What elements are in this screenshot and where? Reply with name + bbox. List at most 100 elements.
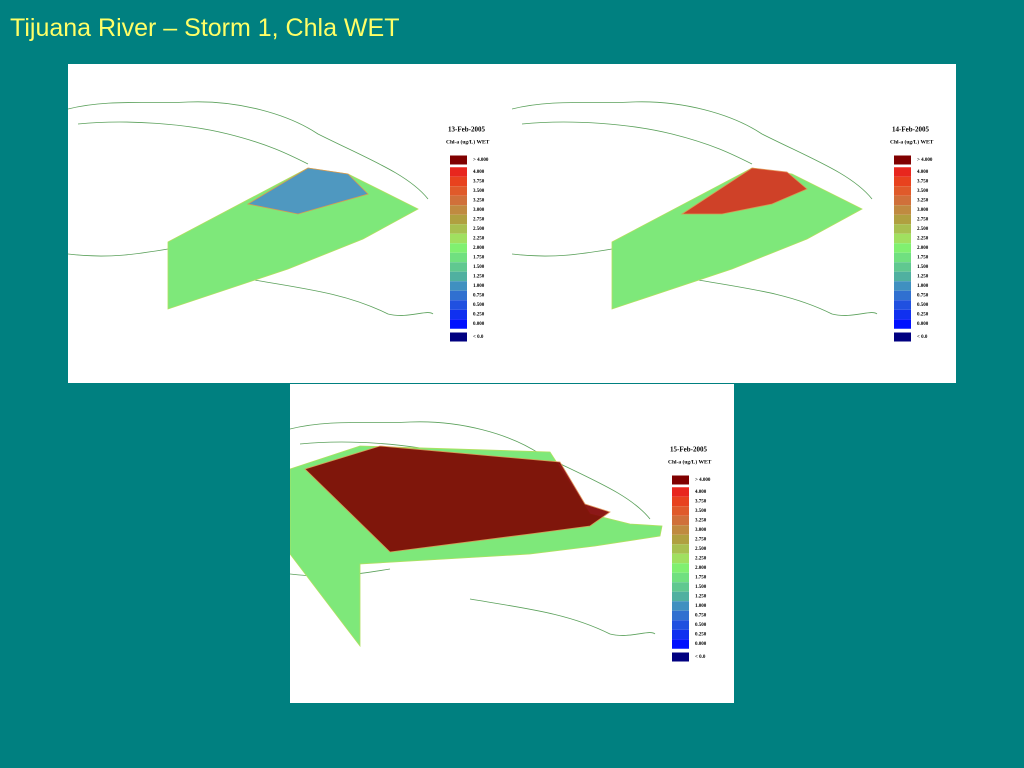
legend-label: 3.000 bbox=[695, 528, 707, 533]
legend-label: 2.000 bbox=[695, 566, 707, 571]
legend-swatch bbox=[450, 262, 467, 272]
legend-label: 3.250 bbox=[695, 519, 707, 524]
coastline bbox=[68, 101, 434, 316]
legend-swatch bbox=[450, 243, 467, 253]
legend-swatch bbox=[894, 290, 911, 301]
legend-swatch bbox=[672, 610, 689, 621]
legend-label: 0.250 bbox=[917, 313, 929, 318]
legend-swatch bbox=[672, 563, 689, 573]
legend-label: 2.250 bbox=[917, 237, 929, 242]
concentration-area bbox=[246, 167, 369, 215]
legend-title: Chl-a (ug/L) WET bbox=[890, 138, 934, 145]
legend-swatch bbox=[672, 487, 689, 497]
legend-label: 1.000 bbox=[917, 284, 929, 289]
coastline bbox=[512, 101, 878, 316]
legend-swatch bbox=[894, 300, 911, 310]
legend-swatch bbox=[450, 186, 467, 196]
legend-swatch bbox=[450, 309, 467, 320]
legend-label: 1.500 bbox=[473, 265, 485, 270]
legend-label: 0.250 bbox=[695, 633, 707, 638]
legend-swatch bbox=[894, 224, 911, 234]
legend-swatch bbox=[450, 290, 467, 301]
legend-label: 4.000 bbox=[473, 170, 485, 175]
legend-label: 2.500 bbox=[917, 227, 929, 232]
legend-swatch bbox=[894, 262, 911, 272]
legend-label: 2.000 bbox=[917, 246, 929, 251]
legend-label: 3.750 bbox=[695, 500, 707, 505]
legend-date: 14-Feb-2005 bbox=[892, 126, 929, 134]
legend-swatch bbox=[450, 233, 467, 244]
map-panel: 14-Feb-2005 Chl-a (ug/L) WET > 4.000 4.000 3… bbox=[512, 64, 956, 383]
legend-swatch bbox=[672, 475, 689, 485]
legend-label: 1.750 bbox=[917, 256, 929, 261]
legend-label: 2.500 bbox=[473, 227, 485, 232]
legend-label: 2.250 bbox=[695, 557, 707, 562]
legend-label: > 4.000 bbox=[473, 158, 489, 163]
legend-label: 1.250 bbox=[695, 595, 707, 600]
legend-label: 1.000 bbox=[473, 284, 485, 289]
legend-title: Chl-a (ug/L) WET bbox=[446, 138, 490, 145]
concentration-area bbox=[304, 445, 611, 553]
legend-label: 0.000 bbox=[695, 642, 707, 647]
legend-swatch bbox=[450, 281, 467, 291]
legend-label: < 0.0 bbox=[473, 335, 484, 340]
legend-date: 13-Feb-2005 bbox=[448, 126, 485, 134]
map-panel: 15-Feb-2005 Chl-a (ug/L) WET > 4.000 4.000 3… bbox=[290, 384, 734, 703]
legend-swatch bbox=[450, 205, 467, 215]
legend-swatch bbox=[672, 515, 689, 526]
legend-swatch bbox=[894, 167, 911, 177]
legend-label: 3.500 bbox=[695, 509, 707, 514]
legend-label: 1.750 bbox=[695, 576, 707, 581]
legend-label: 3.750 bbox=[473, 180, 485, 185]
map: 15-Feb-2005 Chl-a (ug/L) WET > 4.000 4.000 3… bbox=[290, 421, 712, 662]
legend-swatch bbox=[894, 186, 911, 196]
legend-label: 2.750 bbox=[917, 218, 929, 223]
legend-label: 1.250 bbox=[473, 275, 485, 280]
legend-swatch bbox=[672, 534, 689, 545]
legend-label: 0.750 bbox=[695, 614, 707, 619]
legend-date: 15-Feb-2005 bbox=[670, 446, 707, 454]
legend-swatch bbox=[672, 639, 689, 649]
legend-label: < 0.0 bbox=[917, 335, 928, 340]
map-panel: 13-Feb-2005 Chl-a (ug/L) WET > 4.000 4.000 3… bbox=[68, 64, 512, 383]
legend-label: > 4.000 bbox=[695, 478, 711, 483]
legend-label: 1.500 bbox=[917, 265, 929, 270]
legend-swatch bbox=[450, 319, 467, 329]
legend-label: 0.250 bbox=[473, 313, 485, 318]
legend-label: 1.000 bbox=[695, 604, 707, 609]
legend-label: 4.000 bbox=[695, 490, 707, 495]
legend-swatch bbox=[672, 525, 689, 535]
legend-swatch bbox=[450, 252, 467, 263]
legend-label: 1.750 bbox=[473, 256, 485, 261]
legend-swatch bbox=[894, 205, 911, 215]
legend-label: 3.250 bbox=[917, 199, 929, 204]
map: 13-Feb-2005 Chl-a (ug/L) WET > 4.000 4.000 3… bbox=[68, 101, 490, 342]
legend-swatch bbox=[672, 553, 689, 564]
legend-swatch bbox=[672, 506, 689, 516]
legend-swatch bbox=[450, 195, 467, 206]
legend-label: 3.000 bbox=[473, 208, 485, 213]
legend-swatch bbox=[894, 243, 911, 253]
legend-label: 0.500 bbox=[917, 303, 929, 308]
legend-swatch bbox=[672, 582, 689, 592]
legend-swatch bbox=[672, 629, 689, 640]
legend-swatch bbox=[894, 281, 911, 291]
legend-swatch bbox=[894, 271, 911, 282]
legend-label: 3.250 bbox=[473, 199, 485, 204]
legend-label: 2.250 bbox=[473, 237, 485, 242]
legend-swatch bbox=[894, 309, 911, 320]
legend-label: 0.500 bbox=[695, 623, 707, 628]
legend-swatch bbox=[894, 214, 911, 225]
legend-swatch bbox=[450, 271, 467, 282]
legend-swatch bbox=[672, 620, 689, 630]
legend-swatch bbox=[672, 544, 689, 554]
legend-label: 3.500 bbox=[473, 189, 485, 194]
legend-label: > 4.000 bbox=[917, 158, 933, 163]
legend-swatch bbox=[672, 496, 689, 507]
legend-swatch bbox=[672, 591, 689, 602]
legend-swatch bbox=[894, 252, 911, 263]
legend-swatch bbox=[450, 224, 467, 234]
map: 14-Feb-2005 Chl-a (ug/L) WET > 4.000 4.000 3… bbox=[512, 101, 934, 342]
legend-label: 2.500 bbox=[695, 547, 707, 552]
legend-label: 0.500 bbox=[473, 303, 485, 308]
